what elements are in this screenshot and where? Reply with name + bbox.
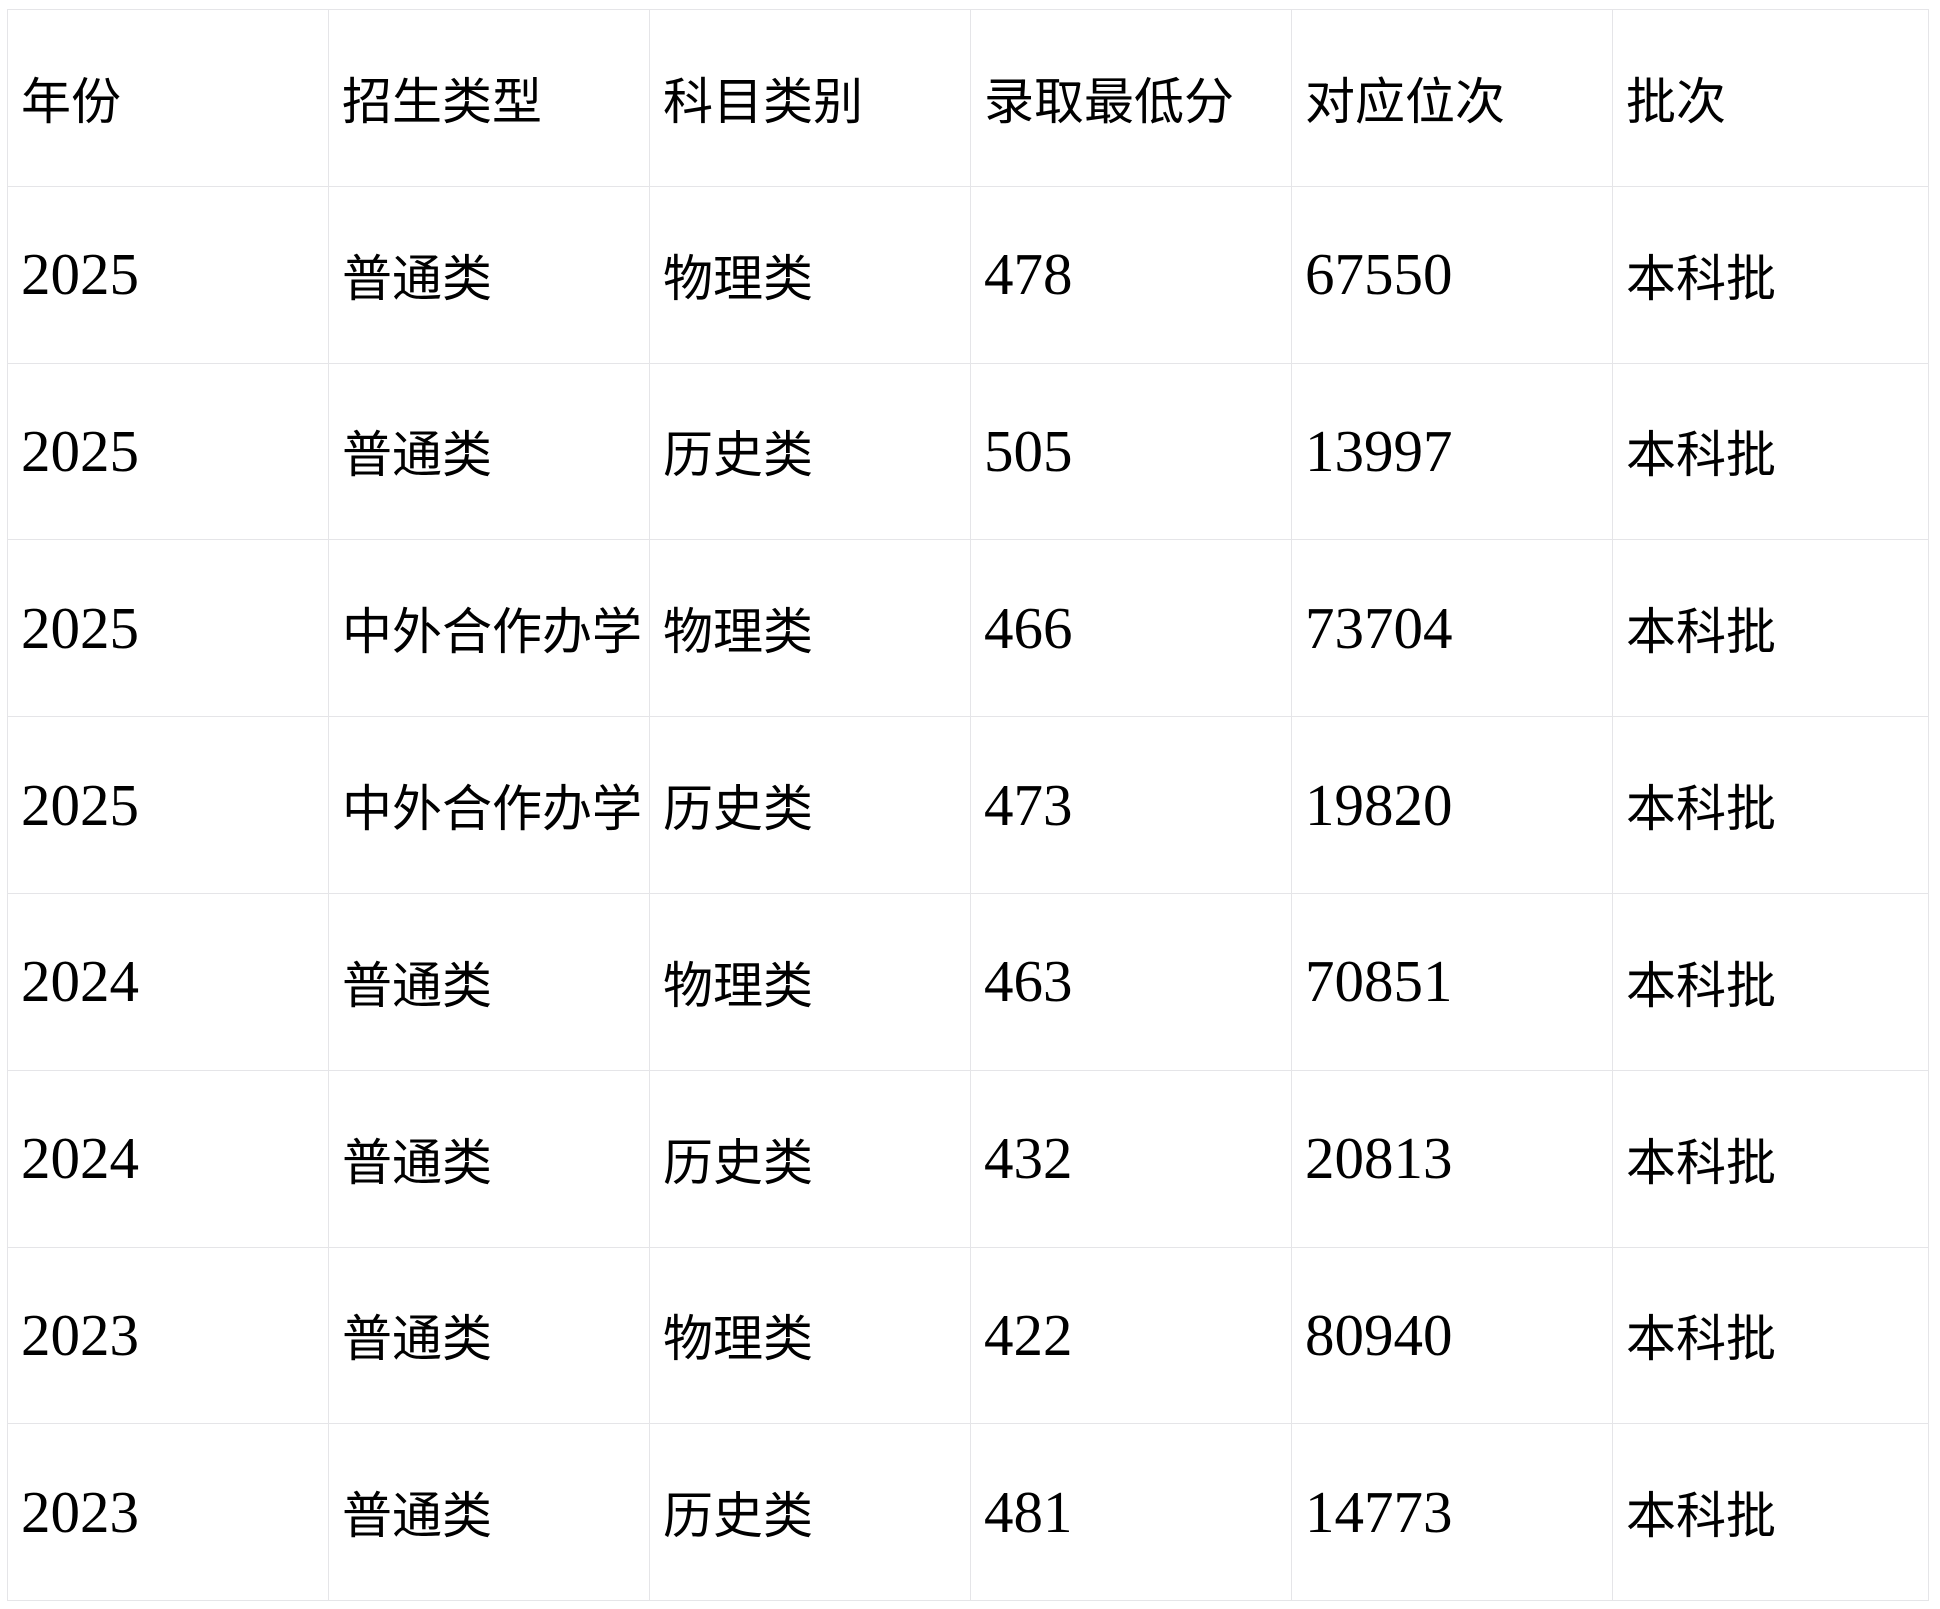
column-header-subject-category: 科目类别 — [649, 9, 971, 187]
cell-admission-type: 普通类 — [328, 1246, 650, 1425]
table-row: 2023 普通类 历史类 481 14773 本科批 — [7, 1423, 1929, 1602]
column-header-admission-type: 招生类型 — [328, 9, 650, 187]
cell-subject-category: 物理类 — [649, 892, 971, 1071]
cell-subject-category: 物理类 — [649, 185, 971, 364]
cell-min-score: 505 — [970, 362, 1292, 541]
cell-year: 2025 — [7, 539, 329, 718]
cell-batch: 本科批 — [1612, 185, 1929, 364]
cell-subject-category: 历史类 — [649, 1069, 971, 1248]
cell-admission-type: 普通类 — [328, 892, 650, 1071]
table-row: 2023 普通类 物理类 422 80940 本科批 — [7, 1246, 1929, 1425]
table-row: 2025 中外合作办学 物理类 466 73704 本科批 — [7, 539, 1929, 718]
column-header-year: 年份 — [7, 9, 329, 187]
admission-scores-table-container: 年份 招生类型 科目类别 录取最低分 对应位次 批次 2025 普通类 物理类 … — [7, 9, 1929, 1602]
cell-batch: 本科批 — [1612, 1423, 1929, 1602]
cell-batch: 本科批 — [1612, 1246, 1929, 1425]
cell-admission-type: 普通类 — [328, 1069, 650, 1248]
cell-subject-category: 历史类 — [649, 716, 971, 894]
cell-subject-category: 历史类 — [649, 362, 971, 541]
cell-year: 2025 — [7, 362, 329, 541]
admission-scores-table: 年份 招生类型 科目类别 录取最低分 对应位次 批次 2025 普通类 物理类 … — [7, 9, 1929, 1602]
cell-rank: 67550 — [1291, 185, 1613, 364]
cell-year: 2024 — [7, 1069, 329, 1248]
cell-rank: 19820 — [1291, 716, 1613, 894]
column-header-min-score: 录取最低分 — [970, 9, 1292, 187]
cell-admission-type: 普通类 — [328, 362, 650, 541]
cell-subject-category: 物理类 — [649, 1246, 971, 1425]
table-row: 2025 中外合作办学 历史类 473 19820 本科批 — [7, 716, 1929, 894]
cell-rank: 73704 — [1291, 539, 1613, 718]
header-row: 年份 招生类型 科目类别 录取最低分 对应位次 批次 — [7, 9, 1929, 187]
table-row: 2024 普通类 历史类 432 20813 本科批 — [7, 1069, 1929, 1248]
cell-year: 2025 — [7, 716, 329, 894]
cell-year: 2025 — [7, 185, 329, 364]
cell-min-score: 478 — [970, 185, 1292, 364]
cell-min-score: 466 — [970, 539, 1292, 718]
table-row: 2025 普通类 历史类 505 13997 本科批 — [7, 362, 1929, 541]
cell-batch: 本科批 — [1612, 1069, 1929, 1248]
cell-admission-type: 中外合作办学 — [328, 539, 650, 718]
table-row: 2025 普通类 物理类 478 67550 本科批 — [7, 185, 1929, 364]
table-row: 2024 普通类 物理类 463 70851 本科批 — [7, 892, 1929, 1071]
cell-year: 2023 — [7, 1423, 329, 1602]
cell-rank: 70851 — [1291, 892, 1613, 1071]
cell-min-score: 463 — [970, 892, 1292, 1071]
cell-rank: 20813 — [1291, 1069, 1613, 1248]
cell-year: 2023 — [7, 1246, 329, 1425]
cell-batch: 本科批 — [1612, 716, 1929, 894]
cell-min-score: 432 — [970, 1069, 1292, 1248]
cell-admission-type: 中外合作办学 — [328, 716, 650, 894]
cell-admission-type: 普通类 — [328, 1423, 650, 1602]
cell-admission-type: 普通类 — [328, 185, 650, 364]
cell-subject-category: 历史类 — [649, 1423, 971, 1602]
cell-batch: 本科批 — [1612, 362, 1929, 541]
cell-min-score: 422 — [970, 1246, 1292, 1425]
column-header-batch: 批次 — [1612, 9, 1929, 187]
cell-year: 2024 — [7, 892, 329, 1071]
cell-min-score: 473 — [970, 716, 1292, 894]
column-header-rank: 对应位次 — [1291, 9, 1613, 187]
cell-rank: 14773 — [1291, 1423, 1613, 1602]
cell-rank: 13997 — [1291, 362, 1613, 541]
cell-subject-category: 物理类 — [649, 539, 971, 718]
cell-rank: 80940 — [1291, 1246, 1613, 1425]
cell-batch: 本科批 — [1612, 539, 1929, 718]
cell-batch: 本科批 — [1612, 892, 1929, 1071]
cell-min-score: 481 — [970, 1423, 1292, 1602]
